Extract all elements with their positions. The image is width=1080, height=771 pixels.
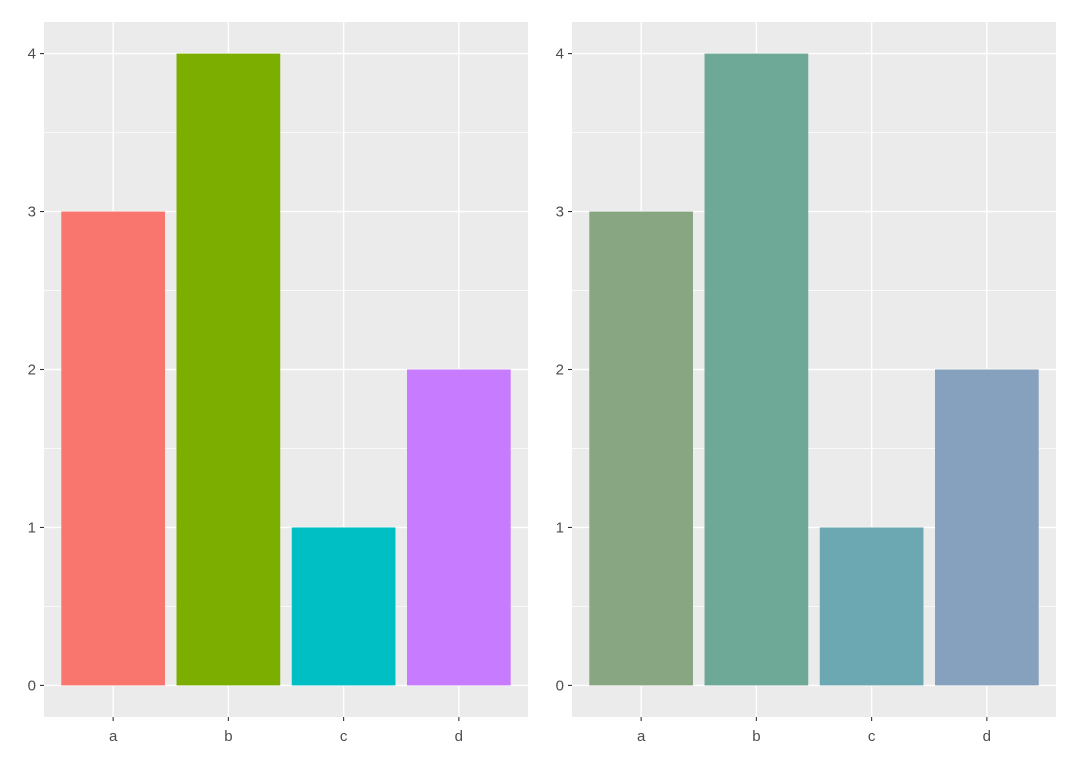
bar-left-a xyxy=(61,211,165,686)
bar-right-c xyxy=(819,527,924,686)
bar-left-b xyxy=(176,53,281,686)
bar-left-c xyxy=(291,527,396,686)
x-tick-label-left-c: c xyxy=(340,728,348,745)
y-tick-label-left-0: 0 xyxy=(28,677,36,694)
x-tick-label-left-a: a xyxy=(109,728,118,745)
y-tick-label-left-2: 2 xyxy=(28,362,36,379)
bar-right-a xyxy=(589,211,693,686)
y-tick-label-right-2: 2 xyxy=(556,362,564,379)
y-tick-label-right-0: 0 xyxy=(556,677,564,694)
x-tick-label-left-d: d xyxy=(455,728,463,745)
bar-left-d xyxy=(407,369,511,686)
x-tick-label-right-a: a xyxy=(637,728,646,745)
chart-panel-left: 0 1 2 3 4 a b c d xyxy=(28,22,528,745)
y-tick-label-left-3: 3 xyxy=(28,204,36,221)
bar-right-d xyxy=(935,369,1039,686)
y-tick-label-left-4: 4 xyxy=(28,46,36,63)
y-tick-label-right-3: 3 xyxy=(556,204,564,221)
y-tick-label-left-1: 1 xyxy=(28,519,36,536)
y-tick-label-right-4: 4 xyxy=(556,46,564,63)
x-tick-label-left-b: b xyxy=(224,728,232,745)
x-tick-label-right-c: c xyxy=(868,728,876,745)
chart-panel-right: 0 1 2 3 4 a b c d xyxy=(556,22,1056,745)
y-tick-label-right-1: 1 xyxy=(556,519,564,536)
bar-right-b xyxy=(704,53,809,686)
x-tick-label-right-b: b xyxy=(752,728,760,745)
x-tick-label-right-d: d xyxy=(983,728,991,745)
